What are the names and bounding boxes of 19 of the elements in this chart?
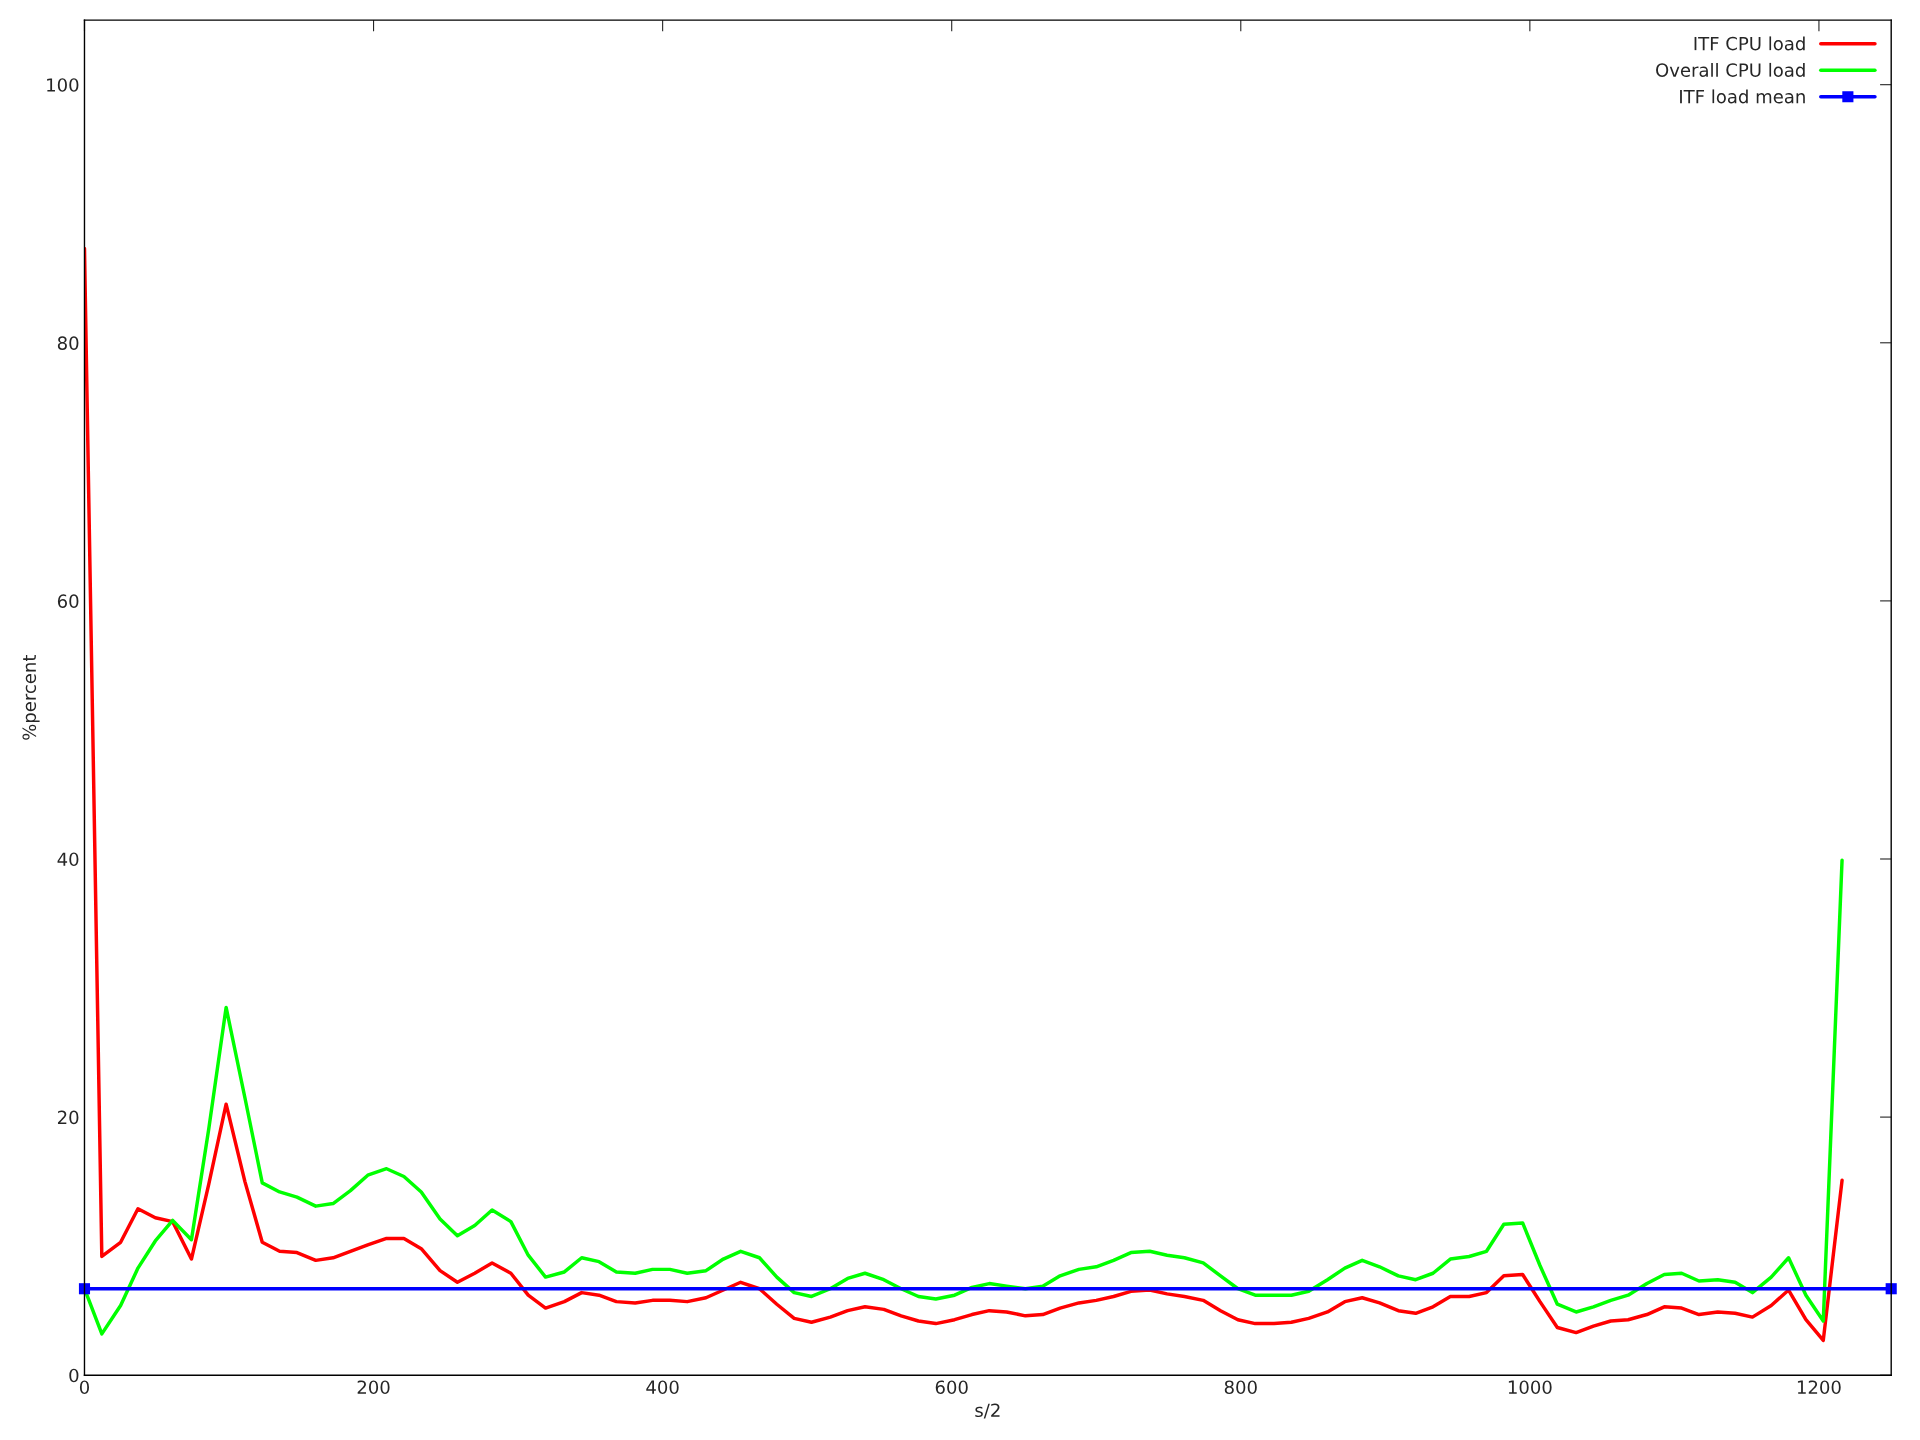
y-axis-title: %percent (22, 654, 40, 740)
x-tick-label: 800 (1224, 1380, 1257, 1395)
y-tick-label: 40 (57, 852, 79, 867)
x-tick-label: 1000 (1508, 1380, 1552, 1395)
legend-label: ITF CPU load (1694, 36, 1805, 51)
legend-label: Overall CPU load (1656, 62, 1805, 77)
legend-label: ITF load mean (1680, 89, 1805, 104)
x-axis-title: s/2 (975, 1403, 1000, 1419)
x-tick-label: 0 (79, 1380, 90, 1395)
x-tick-label: 400 (646, 1380, 679, 1395)
line-series (84, 246, 1844, 1343)
x-tick-label: 1200 (1797, 1380, 1841, 1395)
x-tick-label: 600 (935, 1380, 968, 1395)
y-tick-label: 80 (57, 336, 79, 350)
y-tick-label: 20 (57, 1110, 79, 1125)
y-tick-label: 60 (57, 594, 79, 609)
y-tick-label: 0 (69, 1368, 79, 1383)
y-tick-label: 100 (47, 78, 79, 92)
x-tick-label: 200 (357, 1380, 390, 1395)
